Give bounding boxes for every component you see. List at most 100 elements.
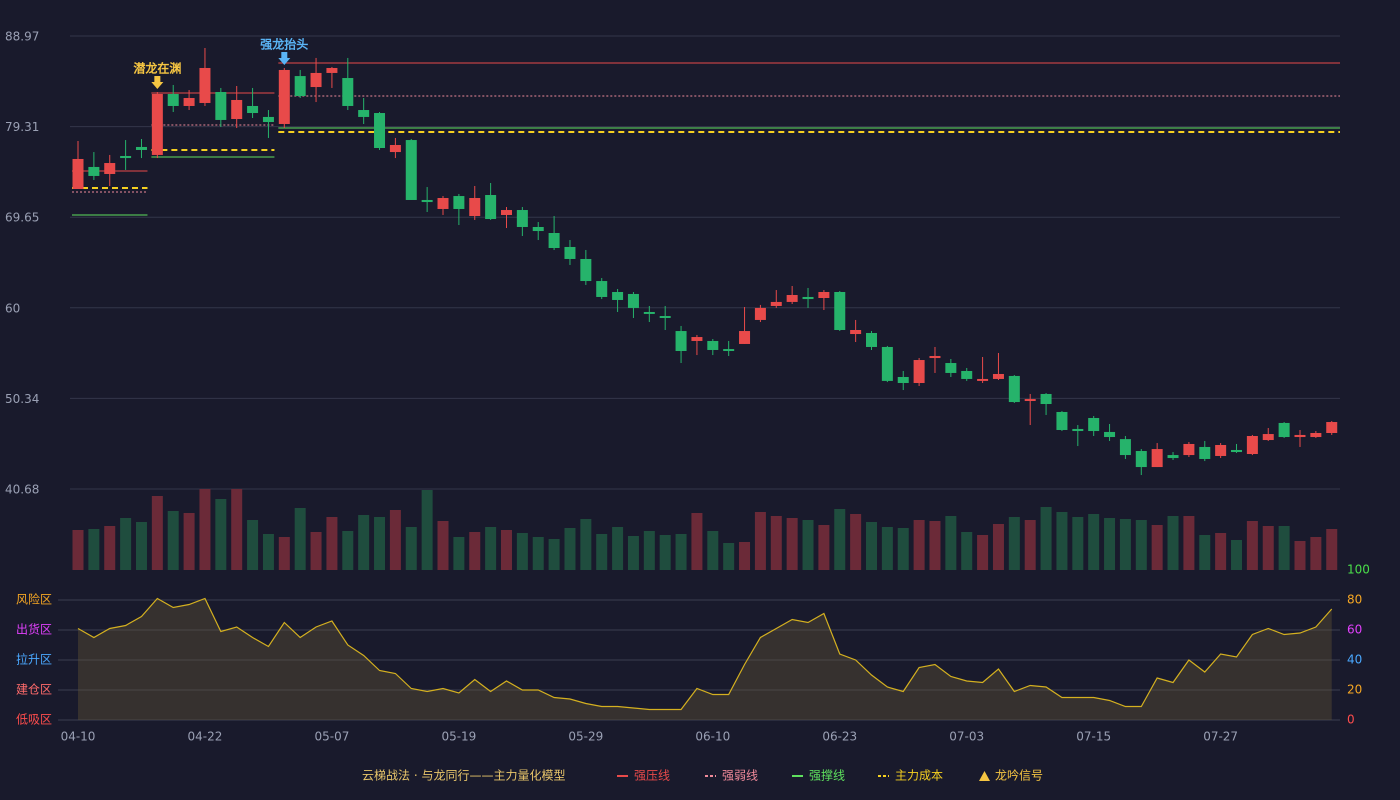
y-tick-label: 88.97: [5, 30, 39, 44]
volume-bar: [532, 537, 544, 570]
candle-body: [818, 292, 830, 299]
candle-body: [88, 166, 100, 176]
candle-body: [1119, 439, 1131, 456]
volume-bar: [1183, 516, 1195, 570]
candle-body: [120, 155, 132, 159]
candle-body: [421, 199, 433, 203]
signal-arrow: [151, 76, 164, 90]
candle-body: [469, 198, 481, 217]
candle-body: [247, 105, 259, 114]
candle-body: [1040, 393, 1052, 405]
volume-bar: [1024, 520, 1036, 570]
volume-bar: [1231, 540, 1243, 570]
candle-body: [1008, 375, 1020, 403]
volume-bar: [612, 527, 624, 570]
volume-bar: [278, 537, 290, 570]
volume-bar: [167, 511, 179, 570]
volume-bar: [548, 539, 560, 570]
candle-body: [1024, 399, 1036, 402]
candle-body: [485, 195, 497, 220]
candle-body: [866, 332, 877, 347]
candle-body: [1151, 449, 1163, 468]
x-tick-label: 06-23: [822, 730, 857, 744]
indicator-area: [78, 598, 1332, 720]
volume-bar: [850, 514, 862, 570]
candle-body: [770, 301, 782, 306]
legend-label: 主力成本: [895, 769, 943, 783]
volume-bar: [580, 519, 592, 570]
candle-body: [167, 93, 179, 106]
candle-body: [516, 210, 528, 227]
volume-bar: [818, 525, 830, 570]
volume-bar: [627, 536, 639, 570]
candle-body: [834, 292, 846, 330]
candle-body: [929, 355, 941, 359]
volume-bar: [1326, 529, 1338, 570]
volume-bar: [1151, 525, 1163, 570]
x-tick-label: 07-15: [1076, 730, 1111, 744]
candle-body: [262, 116, 274, 123]
volume-bar: [485, 527, 497, 570]
candle-body: [1294, 434, 1306, 438]
volume-bar: [135, 522, 147, 570]
candle-body: [643, 311, 655, 314]
volume-bar: [310, 532, 322, 570]
volume-bar: [1072, 517, 1084, 570]
candle-body: [564, 246, 576, 259]
zone-label: 出货区: [16, 622, 52, 637]
volume-bar: [707, 531, 719, 570]
candle-body: [961, 370, 973, 379]
candle-body: [707, 340, 719, 350]
volume-bar: [977, 535, 989, 570]
candle-body: [802, 296, 814, 300]
x-tick-label: 07-27: [1203, 730, 1238, 744]
candle-body: [881, 346, 893, 381]
volume-bar: [723, 543, 735, 570]
y-tick-label: 69.65: [5, 211, 39, 225]
volume-bar: [739, 542, 751, 570]
volume-bar: [405, 527, 417, 570]
legend-label: 强压线: [634, 769, 670, 783]
signal-label: 强龙抬头: [260, 36, 308, 51]
candle-body: [278, 69, 290, 124]
volume-bar: [374, 517, 386, 570]
candle-body: [1262, 434, 1274, 441]
volume-bar: [88, 529, 100, 570]
volume-bar: [945, 516, 957, 570]
candle-body: [850, 329, 862, 335]
signal-arrow: [278, 51, 291, 65]
volume-bar: [199, 489, 211, 570]
volume-bar: [72, 530, 84, 570]
x-tick-label: 05-19: [441, 730, 476, 744]
indicator-tick-label: 100: [1347, 563, 1370, 577]
volume-bar: [183, 513, 195, 570]
candle-body: [1183, 443, 1195, 456]
volume-bar: [1167, 516, 1179, 570]
candle-body: [723, 349, 735, 352]
candle-body: [1278, 422, 1290, 438]
volume-bar: [421, 490, 433, 570]
candle-body: [627, 293, 639, 308]
candle-body: [215, 92, 227, 120]
candle-body: [500, 210, 512, 215]
indicator-line: [77, 597, 1333, 711]
candle-body: [977, 378, 989, 381]
volume-bar: [866, 522, 877, 570]
candle-body: [151, 93, 163, 155]
candle-body: [72, 158, 84, 190]
candle-body: [135, 146, 147, 150]
x-tick-label: 07-03: [949, 730, 984, 744]
candle-body: [231, 99, 243, 120]
x-tick-label: 04-22: [188, 730, 223, 744]
signal-label: 潜龙在渊: [133, 61, 181, 76]
indicator-tick-label: 60: [1347, 623, 1362, 637]
volume-bar: [834, 509, 846, 570]
candle-body: [389, 145, 401, 153]
candle-body: [1088, 417, 1100, 432]
volume-bar: [1008, 517, 1020, 570]
candle-body: [437, 198, 449, 209]
candle-body: [1072, 428, 1084, 432]
volume-bar: [294, 508, 306, 570]
volume-bar: [913, 520, 925, 570]
